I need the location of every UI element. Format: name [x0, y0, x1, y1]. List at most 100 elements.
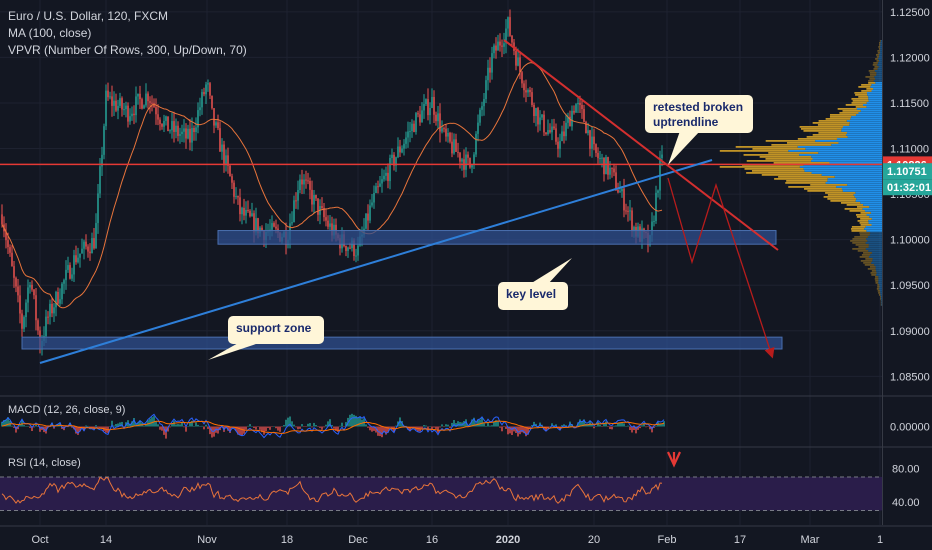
vp-bar-up — [869, 206, 882, 208]
macd-hist-bar — [661, 423, 663, 427]
macd-hist-bar — [35, 424, 37, 427]
vp-bar-up — [856, 114, 882, 116]
candle-body — [381, 179, 383, 184]
time-tick-label: 18 — [281, 534, 293, 546]
macd-hist-bar — [611, 426, 613, 430]
macd-hist-bar — [161, 426, 163, 431]
vp-bar-down — [771, 144, 832, 146]
downtrend-line — [503, 39, 779, 251]
candle-body — [425, 99, 427, 105]
candle-body — [393, 154, 395, 166]
candle-body — [655, 192, 657, 221]
candle-body — [451, 141, 453, 154]
vp-bar-down — [844, 208, 863, 210]
candle-body — [183, 128, 185, 132]
price-tick-label: 1.09500 — [890, 280, 930, 292]
candle-body — [193, 127, 195, 132]
macd-hist-bar — [99, 426, 101, 429]
vp-bar-up — [865, 242, 882, 244]
vp-bar-down — [768, 152, 819, 154]
vp-bar-up — [868, 250, 882, 252]
candle-body — [317, 198, 319, 215]
vp-bar-down — [773, 162, 830, 164]
candle-body — [181, 131, 183, 135]
vp-bar-up — [868, 256, 882, 258]
vp-bar-down — [861, 254, 871, 256]
candle-body — [229, 165, 231, 177]
macd-hist-bar — [447, 424, 449, 427]
time-tick-label: Nov — [197, 534, 217, 546]
macd-hist-bar — [3, 420, 5, 427]
macd-hist-bar — [655, 425, 657, 427]
macd-hist-bar — [317, 426, 319, 427]
time-tick-label: 16 — [426, 534, 438, 546]
rsi-tick-label: 80.00 — [892, 464, 920, 476]
candle-body — [357, 245, 359, 256]
macd-hist-bar — [455, 423, 457, 427]
candle-body — [185, 128, 187, 139]
candle-body — [547, 130, 549, 135]
vp-bar-up — [838, 142, 882, 144]
vp-bar-down — [865, 258, 873, 260]
macd-hist-bar — [69, 422, 71, 427]
candle-body — [21, 313, 23, 329]
time-tick-label: 14 — [100, 534, 112, 546]
candle-body — [593, 136, 595, 145]
candle-body — [19, 295, 21, 314]
vp-bar-up — [850, 118, 882, 120]
callout-box — [228, 316, 324, 344]
macd-hist-bar — [369, 426, 371, 431]
candle-body — [87, 246, 89, 252]
macd-hist-bar — [407, 426, 409, 430]
vp-bar-up — [879, 52, 882, 54]
candle-body — [25, 302, 27, 318]
vp-bar-up — [849, 124, 882, 126]
vp-bar-up — [879, 284, 882, 286]
vp-bar-up — [876, 270, 882, 272]
vp-bar-up — [812, 158, 882, 160]
macd-hist-bar — [601, 426, 603, 427]
macd-hist-bar — [529, 426, 531, 430]
vp-bar-up — [864, 210, 882, 212]
vp-bar-down — [867, 268, 876, 270]
candle-body — [523, 83, 525, 91]
vp-bar-up — [879, 290, 882, 292]
candle-body — [585, 121, 587, 134]
macd-hist-bar — [507, 426, 509, 435]
macd-hist-bar — [325, 424, 327, 427]
macd-hist-bar — [145, 423, 147, 427]
candle-body — [587, 130, 589, 134]
candle-body — [555, 128, 557, 142]
macd-hist-bar — [605, 421, 607, 427]
macd-hist-bar — [365, 424, 367, 427]
callout-text: retested broken — [653, 100, 743, 114]
candle-body — [187, 128, 189, 139]
macd-hist-bar — [291, 421, 293, 427]
candle-body — [611, 167, 613, 169]
rsi-down-arrow-icon — [667, 451, 681, 468]
vp-bar-up — [860, 110, 882, 112]
candle-body — [107, 90, 109, 98]
vp-bar-down — [877, 286, 880, 288]
macd-hist-bar — [355, 415, 357, 427]
vp-bar-down — [874, 278, 879, 280]
candle-body — [477, 122, 479, 134]
vp-bar-up — [870, 86, 882, 88]
candle-body — [537, 108, 539, 125]
candle-body — [9, 247, 11, 253]
rsi-pane — [0, 451, 882, 511]
vp-bar-up — [856, 108, 882, 110]
macd-hist-bar — [315, 425, 317, 427]
vp-bar-up — [849, 122, 882, 124]
vp-bar-up — [878, 62, 882, 64]
candle-body — [65, 269, 67, 281]
candle-body — [367, 213, 369, 221]
macd-hist-bar — [473, 417, 475, 427]
candle-body — [249, 210, 251, 217]
macd-hist-bar — [27, 426, 29, 427]
vp-bar-up — [881, 300, 882, 302]
price-tag-box — [883, 163, 932, 180]
candle-body — [321, 206, 323, 209]
vp-bar-down — [857, 250, 869, 252]
